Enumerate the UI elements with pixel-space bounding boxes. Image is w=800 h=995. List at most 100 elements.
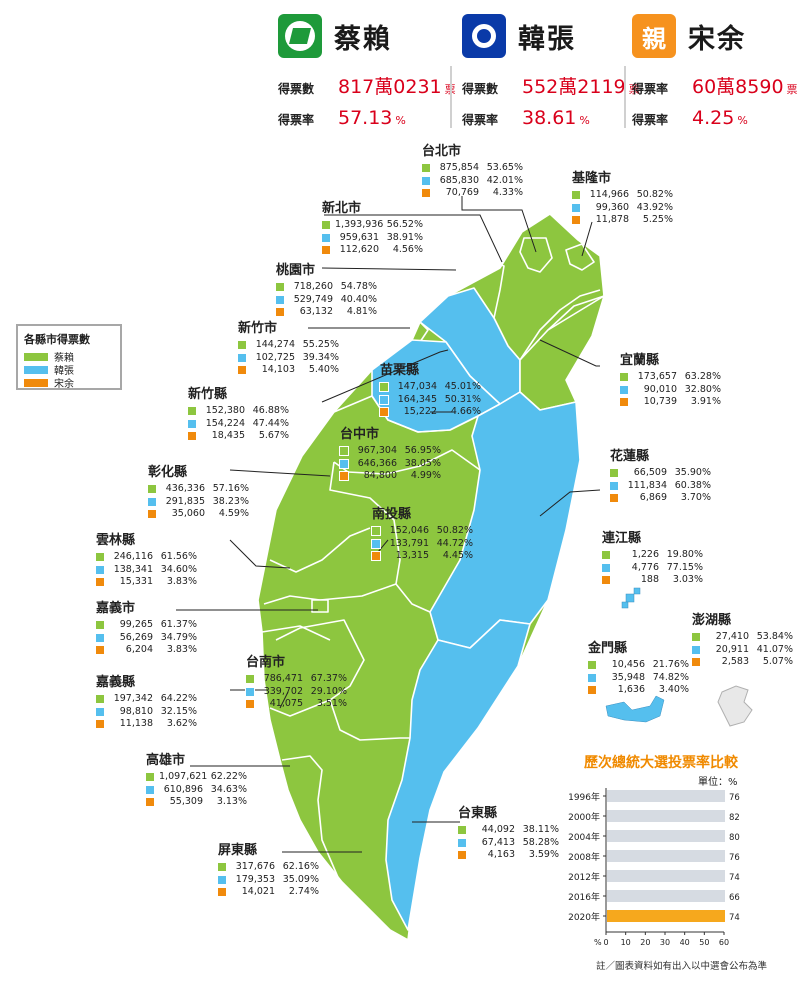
county-name: 金門縣	[588, 641, 628, 656]
county-row-blue: 339,702 29.10%	[245, 686, 347, 699]
vote-percent: 77.15%	[666, 561, 703, 573]
swatch-orange	[610, 494, 618, 503]
county-label: 金門縣 10,456 21.76% 35,948 74.82% 1,636 3.40%	[588, 642, 689, 697]
vote-count: 1,097,621	[159, 771, 208, 782]
vote-percent: 61.37%	[160, 619, 197, 630]
swatch-orange	[588, 686, 596, 695]
county-row-green: 152,380 46.88%	[188, 405, 289, 418]
legend-swatch-orange	[24, 378, 48, 387]
x-tick-label: 30	[660, 938, 670, 947]
county-row-green: 875,854 53.65%	[422, 162, 523, 175]
swatch-blue	[572, 203, 580, 212]
vote-count: 84,800	[363, 470, 397, 481]
swatch-blue	[620, 385, 628, 394]
vote-percent: 67.37%	[310, 673, 347, 684]
vote-count: 35,948	[611, 671, 645, 683]
vote-percent: 5.25%	[642, 214, 673, 225]
county-row-orange: 1,636 3.40%	[588, 684, 689, 697]
swatch-green	[96, 553, 104, 562]
vote-count: 114,966	[589, 189, 629, 200]
county-taipei-shape	[519, 237, 553, 273]
county-label: 宜蘭縣 173,657 63.28% 90,010 32.80% 10,739 3.91%	[620, 354, 721, 409]
vote-percent: 3.40%	[658, 684, 689, 695]
swatch-orange	[188, 432, 196, 441]
county-label: 桃園市 718,260 54.78% 529,749 40.40% 63,132 4.81%	[276, 264, 377, 319]
county-row-orange: 63,132 4.81%	[276, 306, 377, 319]
swatch-blue	[96, 565, 104, 574]
county-row-blue: 4,776 77.15%	[602, 562, 703, 575]
vote-percent: 44.72%	[436, 537, 473, 549]
county-row-orange: 35,060 4.59%	[148, 508, 249, 521]
vote-percent: 50.82%	[636, 189, 673, 200]
legend-label: 蔡賴	[54, 353, 74, 364]
vote-percent: 21.76%	[652, 659, 689, 670]
legend-swatch-green	[24, 352, 48, 361]
county-row-orange: 41,075 3.51%	[245, 698, 347, 711]
swatch-blue	[322, 233, 330, 242]
swatch-green	[602, 551, 610, 560]
vote-percent: 57.16%	[212, 483, 249, 494]
swatch-orange	[96, 646, 104, 655]
vote-count: 138,341	[113, 563, 153, 575]
vote-count: 56,269	[119, 631, 153, 643]
county-label: 花蓮縣 66,509 35.90% 111,834 60.38% 6,869 3.70%	[610, 450, 711, 505]
county-row-green: 436,336 57.16%	[148, 483, 249, 496]
county-row-orange: 188 3.03%	[602, 574, 703, 587]
value-label: 74.38	[729, 873, 740, 883]
swatch-orange	[218, 888, 226, 897]
swatch-blue	[148, 497, 156, 506]
candidate-name: 蔡賴	[334, 23, 392, 55]
county-row-orange: 15,331 3.83%	[96, 576, 197, 589]
legend-title: 各縣市得票數	[24, 333, 90, 346]
x-tick-label: 60	[719, 938, 729, 947]
vote-count: 15,222	[403, 406, 437, 417]
turnout-bar	[607, 890, 725, 902]
county-label: 苗栗縣 147,034 45.01% 164,345 50.31% 15,222 4.66%	[379, 364, 481, 419]
vote-count: 436,336	[165, 483, 205, 494]
vote-count-label: 得票率	[632, 82, 669, 96]
turnout-bar	[607, 850, 725, 862]
swatch-orange	[96, 578, 104, 587]
vote-percent: 34.60%	[160, 563, 197, 575]
county-chiayi-city-shape	[311, 599, 329, 613]
kinmen-islands	[605, 695, 665, 723]
vote-percent: 4.99%	[410, 470, 441, 481]
vote-count: 67,413	[481, 836, 515, 848]
x-tick-label: 40	[680, 938, 690, 947]
category-label: 2012年	[568, 871, 600, 883]
county-row-green: 786,471 67.37%	[245, 673, 347, 686]
county-keelung-shape	[565, 243, 595, 271]
county-row-orange: 18,435 5.67%	[188, 430, 289, 443]
value-label: 74.90	[729, 913, 740, 923]
vote-count: 10,456	[611, 659, 645, 670]
county-label: 台北市 875,854 53.65% 685,830 42.01% 70,769 4.33%	[422, 145, 523, 200]
county-row-blue: 56,269 34.79%	[96, 632, 197, 645]
vote-count: 99,265	[119, 619, 153, 630]
county-row-blue: 102,725 39.34%	[238, 352, 339, 365]
category-label: 2020年	[568, 911, 600, 923]
county-label: 新北市 1,393,936 56.52% 959,631 38.91% 112,620 4.…	[322, 202, 423, 257]
vote-percent: 61.56%	[160, 551, 197, 562]
county-name: 雲林縣	[96, 533, 136, 548]
vote-count: 20,911	[715, 643, 749, 655]
swatch-blue	[96, 707, 104, 716]
category-label: 2016年	[568, 891, 600, 903]
vote-count: 152,380	[205, 405, 245, 416]
county-label: 台南市 786,471 67.37% 339,702 29.10% 41,075 3.51%	[245, 656, 347, 711]
vote-percent: 4.56%	[392, 244, 423, 255]
county-row-blue: 610,896 34.63%	[146, 784, 247, 797]
swatch-green	[238, 341, 246, 350]
turnout-chart: 1996年 76.04 2000年 82.69 2004年 80.28 2008年 76.33…	[568, 788, 740, 947]
vote-count: 179,353	[235, 873, 275, 885]
header-divider	[624, 66, 626, 128]
vote-count: 44,092	[481, 824, 515, 835]
vote-percent: 4.59%	[218, 508, 249, 519]
vote-percent: 4.81%	[346, 306, 377, 317]
county-row-blue: 20,911 41.07%	[692, 644, 793, 657]
county-label: 嘉義市 99,265 61.37% 56,269 34.79% 6,204 3.83%	[96, 602, 197, 657]
county-row-blue: 154,224 47.44%	[188, 418, 289, 431]
vote-percent: 5.07%	[762, 656, 793, 667]
header-divider	[450, 66, 452, 128]
county-row-orange: 10,739 3.91%	[620, 396, 721, 409]
vote-count: 685,830	[439, 174, 479, 186]
